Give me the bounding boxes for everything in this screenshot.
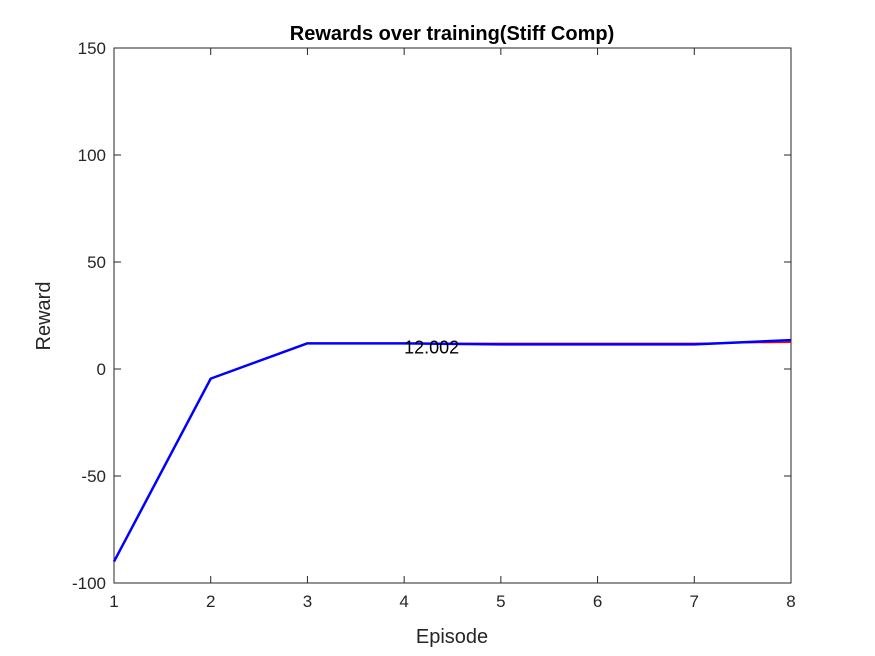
series-line-2 (112, 338, 792, 563)
x-tick-label: 1 (109, 592, 118, 611)
x-tick-label: 7 (690, 592, 699, 611)
axis-ticks: 1 2 3 4 5 6 7 8 -100 -50 0 50 100 150 (72, 39, 796, 611)
y-tick-label: 100 (78, 146, 106, 165)
y-tick-label: -50 (81, 467, 106, 486)
y-tick-label: 0 (97, 360, 106, 379)
chart-title: Rewards over training(Stiff Comp) (290, 23, 614, 45)
y-tick-label: 50 (87, 253, 106, 272)
y-tick-label: -100 (72, 574, 106, 593)
x-tick-label: 6 (593, 592, 602, 611)
x-tick-label: 4 (399, 592, 408, 611)
x-tick-label: 5 (496, 592, 505, 611)
series-layer (112, 338, 792, 563)
x-tick-label: 3 (303, 592, 312, 611)
x-tick-label: 2 (206, 592, 215, 611)
plot-area (113, 47, 792, 584)
data-label: 12.002 (404, 337, 459, 357)
x-tick-label: 8 (786, 592, 795, 611)
annotation-layer: 12.002 (404, 337, 459, 357)
y-tick-label: 150 (78, 39, 106, 58)
x-axis-label: Episode (416, 626, 488, 648)
y-axis-label: Reward (33, 282, 55, 351)
